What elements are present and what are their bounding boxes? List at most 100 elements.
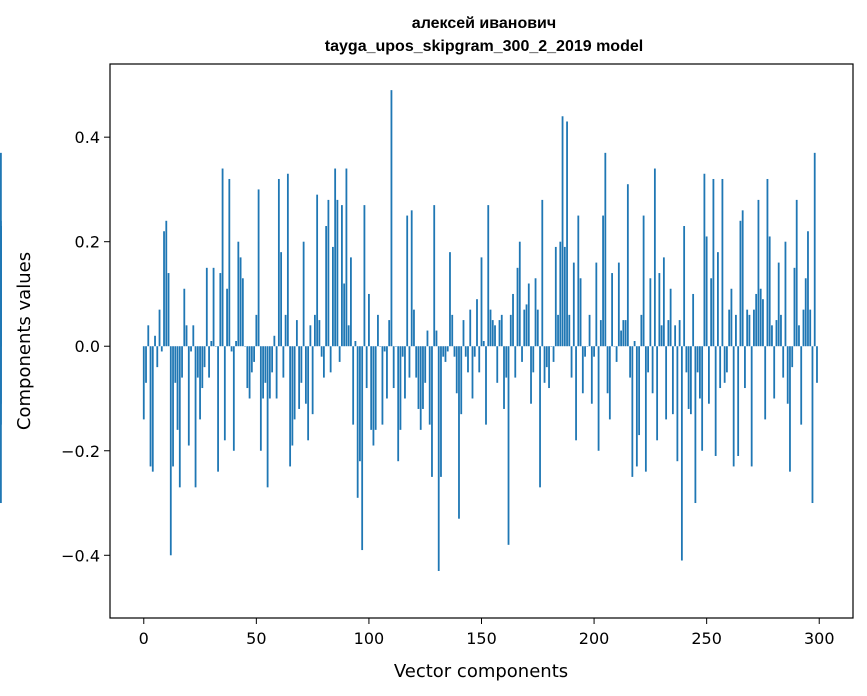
bar bbox=[192, 325, 195, 347]
bar bbox=[286, 173, 289, 347]
bar bbox=[316, 194, 319, 347]
bar bbox=[300, 346, 303, 383]
bar bbox=[185, 325, 188, 347]
bar bbox=[545, 346, 548, 368]
bar bbox=[662, 257, 665, 347]
bar bbox=[282, 346, 285, 378]
bar bbox=[744, 346, 746, 389]
bar bbox=[167, 273, 170, 347]
bar bbox=[485, 346, 487, 425]
bar bbox=[667, 320, 670, 347]
bar bbox=[518, 241, 521, 347]
bar bbox=[374, 346, 377, 430]
bar bbox=[487, 205, 490, 347]
bar bbox=[757, 199, 760, 347]
bar bbox=[728, 309, 731, 347]
bar bbox=[768, 236, 771, 347]
bar bbox=[503, 346, 505, 409]
bar bbox=[275, 346, 278, 399]
bar bbox=[210, 341, 213, 347]
bar bbox=[334, 168, 337, 347]
bar bbox=[442, 346, 445, 357]
bar bbox=[642, 215, 645, 347]
bar bbox=[343, 283, 346, 347]
bar bbox=[187, 346, 190, 446]
plot-frame bbox=[109, 63, 854, 619]
bar bbox=[345, 168, 348, 347]
bar bbox=[235, 341, 237, 347]
bar bbox=[536, 309, 539, 347]
bar bbox=[277, 178, 280, 347]
bar bbox=[415, 346, 418, 378]
bar bbox=[196, 346, 199, 378]
bar bbox=[370, 346, 373, 430]
bar bbox=[435, 330, 438, 347]
bar bbox=[406, 215, 409, 347]
bar bbox=[271, 346, 274, 373]
bar bbox=[446, 346, 449, 352]
bar bbox=[611, 273, 613, 347]
bar bbox=[723, 346, 726, 383]
bar bbox=[176, 346, 179, 430]
bar bbox=[597, 346, 600, 451]
bar bbox=[599, 320, 602, 347]
bar bbox=[798, 325, 800, 347]
bar bbox=[419, 346, 422, 430]
bar bbox=[365, 346, 368, 389]
bar bbox=[516, 267, 519, 347]
bar bbox=[651, 346, 654, 394]
bar bbox=[201, 346, 204, 389]
bar bbox=[347, 325, 350, 347]
bar bbox=[629, 346, 631, 378]
bar bbox=[307, 346, 310, 441]
bar bbox=[680, 346, 683, 561]
bar bbox=[624, 320, 627, 347]
bar bbox=[221, 168, 224, 347]
bar bbox=[816, 346, 818, 383]
bar bbox=[512, 293, 514, 347]
bars-group bbox=[0, 90, 818, 571]
bar bbox=[771, 325, 773, 347]
bar bbox=[359, 346, 361, 462]
bar bbox=[491, 320, 494, 347]
bar bbox=[633, 341, 636, 347]
bar bbox=[644, 346, 647, 472]
bar bbox=[498, 320, 501, 347]
bar bbox=[671, 346, 674, 415]
bar bbox=[588, 314, 591, 347]
bar bbox=[449, 252, 451, 347]
bar bbox=[604, 152, 607, 347]
bar bbox=[428, 346, 431, 425]
bar bbox=[478, 346, 481, 373]
bar bbox=[253, 346, 255, 362]
bar bbox=[791, 346, 794, 368]
bar bbox=[165, 220, 168, 347]
bar bbox=[413, 309, 415, 347]
bar bbox=[226, 288, 228, 347]
bar bbox=[212, 267, 215, 347]
bar bbox=[721, 178, 724, 347]
bar bbox=[268, 346, 271, 399]
bar bbox=[424, 346, 427, 383]
bar bbox=[608, 346, 611, 420]
bar bbox=[683, 226, 686, 347]
bar bbox=[183, 288, 186, 347]
y-tick-label: −0.2 bbox=[61, 442, 100, 461]
bar bbox=[156, 346, 159, 368]
bar bbox=[469, 309, 472, 347]
bar bbox=[480, 257, 483, 347]
bar bbox=[404, 346, 406, 399]
bar bbox=[392, 346, 395, 389]
bar bbox=[739, 220, 742, 347]
bar bbox=[154, 335, 156, 347]
bar bbox=[793, 267, 796, 347]
bar bbox=[147, 325, 150, 347]
bar bbox=[676, 346, 679, 462]
bar bbox=[622, 320, 625, 347]
bar bbox=[640, 314, 643, 347]
bar bbox=[647, 346, 650, 373]
bar bbox=[687, 346, 690, 409]
bar bbox=[753, 309, 755, 347]
bar bbox=[660, 325, 663, 347]
bar bbox=[705, 236, 708, 347]
